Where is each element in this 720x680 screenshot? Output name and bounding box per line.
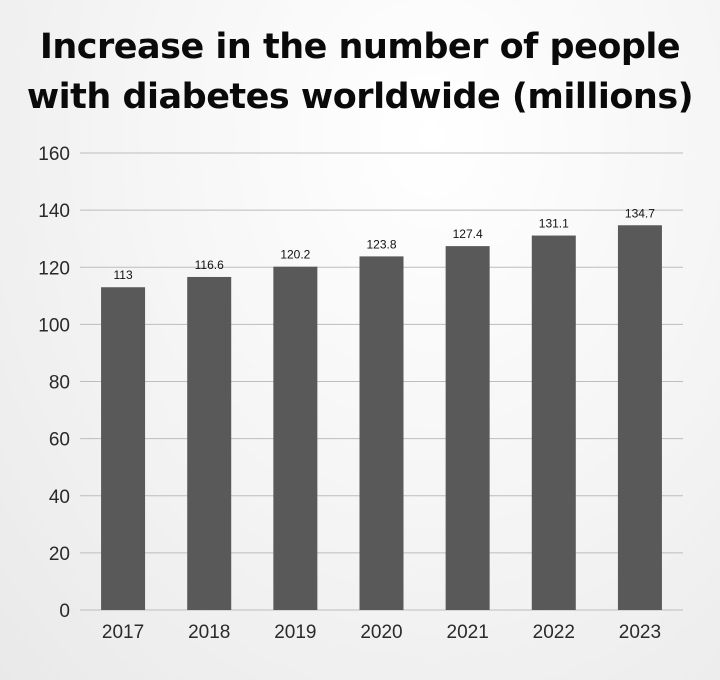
x-tick-label: 2019 xyxy=(274,622,316,643)
y-tick-label: 0 xyxy=(59,601,70,622)
y-tick-label: 60 xyxy=(49,430,70,451)
bar-2017 xyxy=(101,287,146,610)
bar-2020 xyxy=(359,256,404,610)
bar-2019 xyxy=(273,266,318,610)
bar-value-label: 113 xyxy=(114,268,133,282)
bar-value-label: 131.1 xyxy=(539,217,569,231)
bar-2023 xyxy=(617,225,662,610)
y-tick-label: 100 xyxy=(38,315,70,336)
bar-2018 xyxy=(187,276,232,610)
bar-value-label: 134.7 xyxy=(625,206,655,220)
chart-title-line-2: with diabetes worldwide (millions) xyxy=(26,77,694,117)
y-tick-label: 40 xyxy=(49,487,70,508)
bar-2021 xyxy=(445,246,490,610)
bar-value-label: 120.2 xyxy=(280,248,310,262)
x-tick-label: 2022 xyxy=(533,622,575,643)
y-tick-label: 20 xyxy=(49,544,70,565)
chart-title-line-1: Increase in the number of people xyxy=(39,27,681,67)
bars xyxy=(101,225,662,610)
x-tick-label: 2021 xyxy=(447,622,489,643)
y-tick-label: 160 xyxy=(38,144,70,165)
x-tick-label: 2018 xyxy=(188,622,230,643)
y-axis-tick-labels: 0 20 40 60 80 100 120 140 160 xyxy=(38,144,70,622)
bar-value-label: 116.6 xyxy=(195,258,224,272)
x-axis-tick-labels: 2017 2018 2019 2020 2021 2022 2023 xyxy=(102,622,661,643)
bar-value-labels: 113 116.6 120.2 123.8 127.4 131.1 134.7 xyxy=(114,206,656,282)
y-tick-label: 120 xyxy=(38,258,70,279)
y-tick-label: 80 xyxy=(49,373,70,394)
bar-value-label: 127.4 xyxy=(453,227,483,241)
x-tick-label: 2023 xyxy=(619,622,661,643)
x-tick-label: 2017 xyxy=(102,622,144,643)
bar-value-label: 123.8 xyxy=(366,237,396,251)
bar-2022 xyxy=(531,235,576,610)
y-tick-label: 140 xyxy=(38,201,70,222)
x-tick-label: 2020 xyxy=(360,622,402,643)
chart-title: Increase in the number of people with di… xyxy=(0,22,720,122)
